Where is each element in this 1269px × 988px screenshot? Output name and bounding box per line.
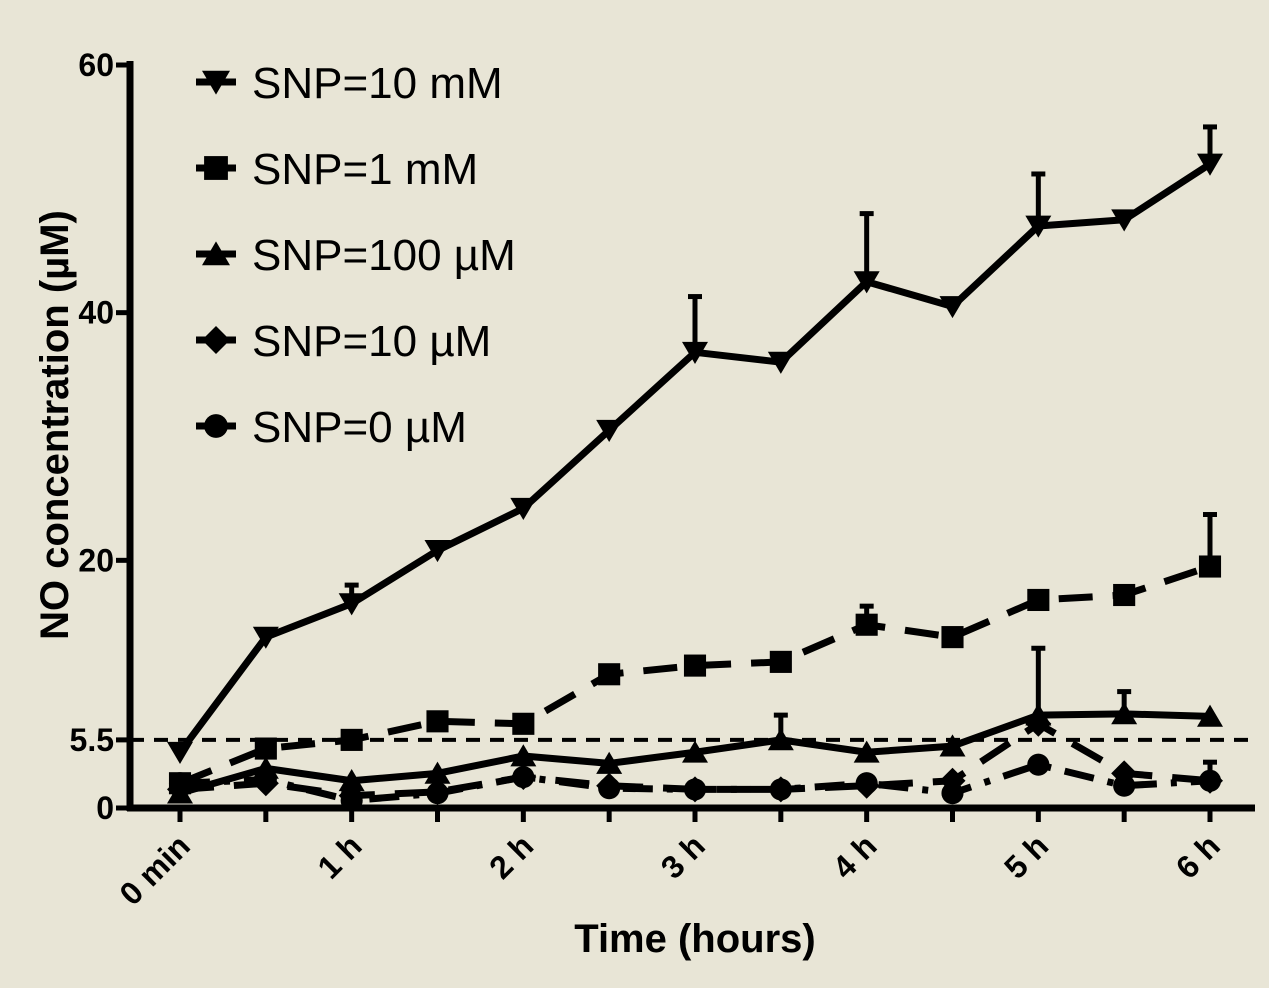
- y-tick-label: 40: [78, 295, 114, 331]
- data-point: [853, 271, 880, 294]
- legend-label: SNP=1 mM: [252, 145, 478, 194]
- legend-entry-snp-1-mm: SNP=1 mM: [196, 145, 478, 194]
- x-axis-title: Time (hours): [574, 917, 816, 961]
- legend-marker: [204, 156, 228, 180]
- series-snp-1-mm: [168, 512, 1222, 795]
- y-tick-label: 20: [78, 542, 114, 578]
- data-point: [252, 626, 279, 649]
- legend-label: SNP=100 µM: [252, 231, 516, 280]
- y-tick-label: 5.5: [70, 722, 114, 758]
- legend-entry-snp-10-mm: SNP=10 mM: [196, 59, 503, 108]
- data-point: [596, 751, 623, 774]
- data-point: [939, 734, 966, 757]
- data-point: [596, 772, 623, 799]
- x-tick-label: 4 h: [825, 827, 883, 885]
- y-tick-label: 60: [78, 47, 114, 83]
- data-point: [252, 756, 279, 779]
- data-point: [853, 740, 880, 763]
- x-tick-label: 1 h: [310, 827, 368, 885]
- series-snp-10-mm: [167, 124, 1223, 764]
- data-point: [1111, 209, 1138, 232]
- legend-label: SNP=10 mM: [252, 59, 503, 108]
- data-point: [424, 761, 451, 784]
- data-point: [1027, 753, 1050, 776]
- data-point: [767, 776, 794, 803]
- data-point: [338, 593, 365, 616]
- legend-marker: [202, 326, 230, 354]
- data-point: [1027, 588, 1050, 612]
- x-tick-label: 2 h: [482, 827, 540, 885]
- data-point: [939, 767, 966, 794]
- data-point: [1198, 555, 1222, 578]
- data-point: [1025, 215, 1052, 238]
- data-point: [510, 764, 537, 791]
- legend-label: SNP=10 µM: [252, 317, 491, 366]
- x-tick-label: 5 h: [997, 827, 1055, 885]
- data-point: [1111, 760, 1138, 787]
- data-point: [1111, 702, 1138, 725]
- data-point: [510, 744, 537, 767]
- data-point: [767, 728, 794, 751]
- legend-entry-snp-0-um: SNP=0 µM: [196, 403, 467, 452]
- data-point: [254, 737, 277, 760]
- data-point: [1197, 153, 1223, 176]
- legend-entry-snp-10-um: SNP=10 µM: [196, 317, 491, 366]
- legend-entry-snp-100-um: SNP=100 µM: [196, 231, 516, 280]
- data-point: [767, 351, 794, 374]
- data-point: [510, 497, 537, 521]
- data-point: [1113, 583, 1136, 607]
- x-tick-label: 0 min: [112, 827, 197, 912]
- data-point: [512, 712, 535, 735]
- data-point: [855, 613, 878, 636]
- data-point: [424, 540, 451, 563]
- data-point: [853, 772, 880, 799]
- data-point: [426, 710, 449, 733]
- data-point: [168, 772, 192, 795]
- data-point: [1197, 767, 1223, 794]
- data-point: [683, 654, 707, 677]
- legend: SNP=10 mM SNP=1 mM SNP=100 µM SNP=10 µM SNP=…: [196, 59, 516, 452]
- data-point: [1197, 704, 1223, 727]
- x-tick-label: 3 h: [654, 827, 712, 885]
- data-point: [338, 769, 365, 792]
- x-tick-label: 6 h: [1169, 827, 1227, 885]
- series-snp-100-um: [167, 645, 1223, 804]
- data-point: [598, 663, 621, 686]
- series-snp-10-um: [167, 710, 1223, 809]
- data-point: [596, 419, 623, 443]
- data-point: [424, 778, 451, 805]
- data-point: [340, 728, 363, 751]
- data-point: [1025, 703, 1052, 726]
- data-point: [682, 740, 708, 763]
- legend-marker: [204, 414, 228, 438]
- data-point: [682, 341, 708, 364]
- data-point: [941, 626, 964, 649]
- y-axis-title: NO concentration (µM): [33, 210, 77, 640]
- plot-area: [130, 124, 1255, 812]
- legend-marker: [202, 241, 230, 266]
- legend-label: SNP=0 µM: [252, 403, 467, 452]
- data-point: [769, 650, 792, 673]
- data-point: [682, 776, 708, 803]
- y-tick-label: 0: [96, 790, 114, 826]
- data-point: [939, 296, 966, 319]
- legend-marker: [202, 70, 230, 95]
- data-point: [167, 741, 193, 764]
